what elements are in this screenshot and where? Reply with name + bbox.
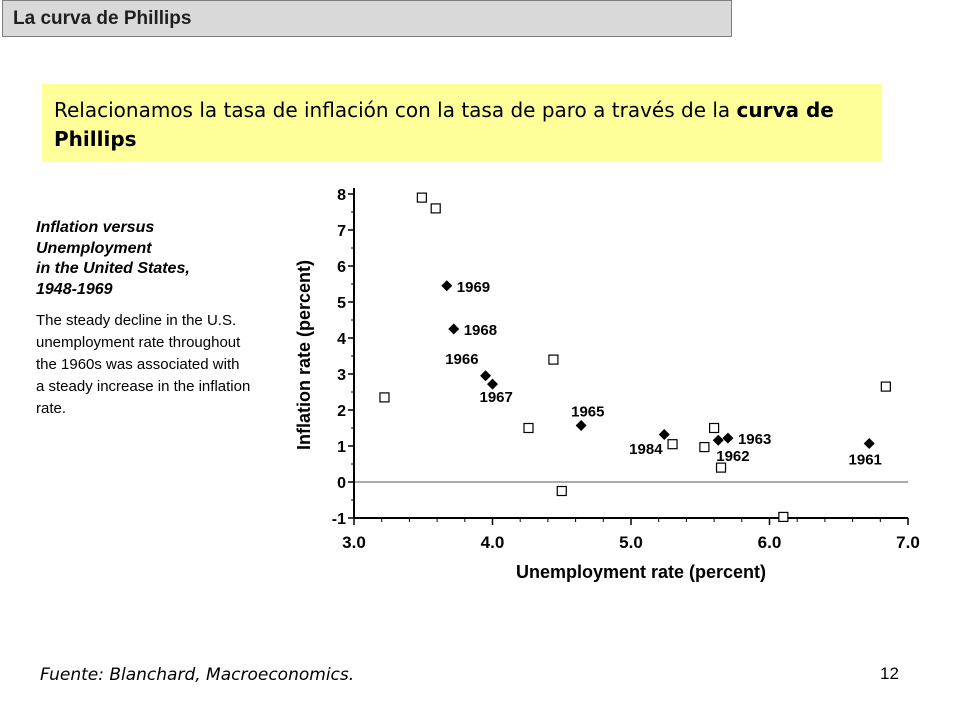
diamond-marker [658, 428, 670, 440]
y-tick-label: 1 [337, 439, 346, 456]
figure-title-line: 1948-1969 [36, 280, 113, 298]
y-tick-label: 5 [337, 295, 346, 312]
diamond-marker [480, 370, 492, 382]
diamond-marker [863, 437, 875, 449]
diamond-marker [441, 280, 453, 292]
x-tick-label: 6.0 [758, 533, 782, 552]
figure-caption: The steady decline in the U.S. unemploym… [36, 312, 251, 417]
source-note: Fuente: Blanchard, Macroeconomics. [40, 665, 355, 685]
square-marker [548, 354, 559, 365]
y-tick-label: 8 [337, 187, 346, 204]
square-marker [556, 485, 567, 497]
diamond-marker [712, 434, 724, 446]
diamond-marker [487, 378, 498, 390]
figure-title-line: in the United States, [36, 260, 190, 277]
page-title: La curva de Phillips [13, 8, 192, 29]
y-tick-label: 3 [337, 367, 346, 384]
point-label: 1961 [849, 451, 882, 468]
data-points [379, 192, 891, 523]
diamond-marker [575, 419, 587, 431]
figure-title-line: Unemployment [36, 239, 152, 257]
diamond-marker [722, 432, 734, 444]
square-marker [667, 439, 678, 450]
intro-banner: Relacionamos la tasa de inflación con la… [42, 84, 882, 162]
y-tick-label: 2 [337, 403, 346, 420]
page-number: 12 [880, 664, 899, 683]
diamond-marker [448, 323, 460, 335]
square-marker [778, 511, 789, 523]
point-label: 1965 [571, 403, 604, 420]
point-label: 1962 [716, 448, 749, 465]
x-tick-label: 3.0 [342, 533, 366, 552]
y-tick-label: 6 [337, 259, 346, 276]
point-label: 1968 [464, 322, 497, 339]
banner-text: Relacionamos la tasa de inflación con la… [54, 98, 737, 122]
x-tick-label: 7.0 [896, 533, 920, 552]
square-marker [430, 203, 441, 214]
square-marker [416, 192, 427, 203]
banner-bold-text: curva de Phillips [54, 98, 834, 151]
axes: -1 0 1 2 3 4 5 6 7 8 3.0 4.0 5.0 6.0 7.0 [332, 187, 920, 552]
figure-title: Inflation versus Unemployment in the Uni… [36, 218, 251, 300]
y-tick-label: 0 [337, 475, 346, 492]
point-label: 1967 [480, 389, 513, 406]
x-axis-label: Unemployment rate (percent) [516, 562, 766, 582]
x-tick-label: 4.0 [481, 533, 505, 552]
point-label: 1966 [445, 351, 478, 368]
title-bar: La curva de Phillips [2, 0, 732, 37]
square-marker [708, 422, 720, 434]
square-marker [880, 381, 891, 392]
square-marker [379, 392, 390, 403]
point-label: 1963 [738, 431, 771, 448]
figure-title-line: Inflation versus [36, 219, 155, 236]
y-tick-label: 4 [337, 331, 346, 348]
square-marker [523, 422, 534, 434]
point-label: 1984 [629, 441, 663, 458]
x-tick-label: 5.0 [619, 533, 643, 552]
y-tick-label: -1 [332, 511, 346, 528]
y-axis-label: Inflation rate (percent) [294, 260, 314, 450]
y-tick-label: 7 [337, 223, 346, 240]
figure-description: Inflation versus Unemployment in the Uni… [36, 218, 251, 420]
square-marker [699, 441, 710, 453]
square-marker [715, 462, 727, 473]
point-label: 1969 [457, 279, 490, 296]
